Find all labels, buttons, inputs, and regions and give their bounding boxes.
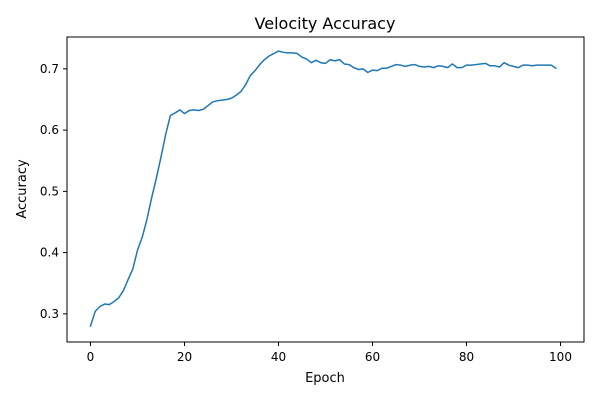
x-tick-label: 40 — [271, 350, 286, 364]
series-line — [89, 50, 557, 328]
y-tick-label: 0.7 — [40, 62, 59, 76]
y-tick-label: 0.6 — [40, 123, 59, 137]
x-axis-ticks: 0 20 40 60 80 100 — [87, 342, 572, 364]
y-tick-label: 0.3 — [40, 307, 59, 321]
y-axis-label: Accuracy — [15, 159, 30, 219]
plot-area — [89, 50, 557, 328]
y-tick-label: 0.5 — [40, 184, 59, 198]
x-tick-label: 20 — [177, 350, 192, 364]
axes-frame — [66, 36, 585, 343]
y-tick-label: 0.4 — [40, 246, 59, 260]
y-axis-ticks: 0.3 0.4 0.5 0.6 0.7 — [40, 62, 67, 321]
x-tick-label: 0 — [87, 350, 95, 364]
x-axis-label: Epoch — [305, 371, 345, 386]
x-tick-label: 60 — [365, 350, 380, 364]
chart-title: Velocity Accuracy — [255, 14, 396, 33]
x-tick-label: 100 — [549, 350, 572, 364]
x-tick-label: 80 — [459, 350, 474, 364]
